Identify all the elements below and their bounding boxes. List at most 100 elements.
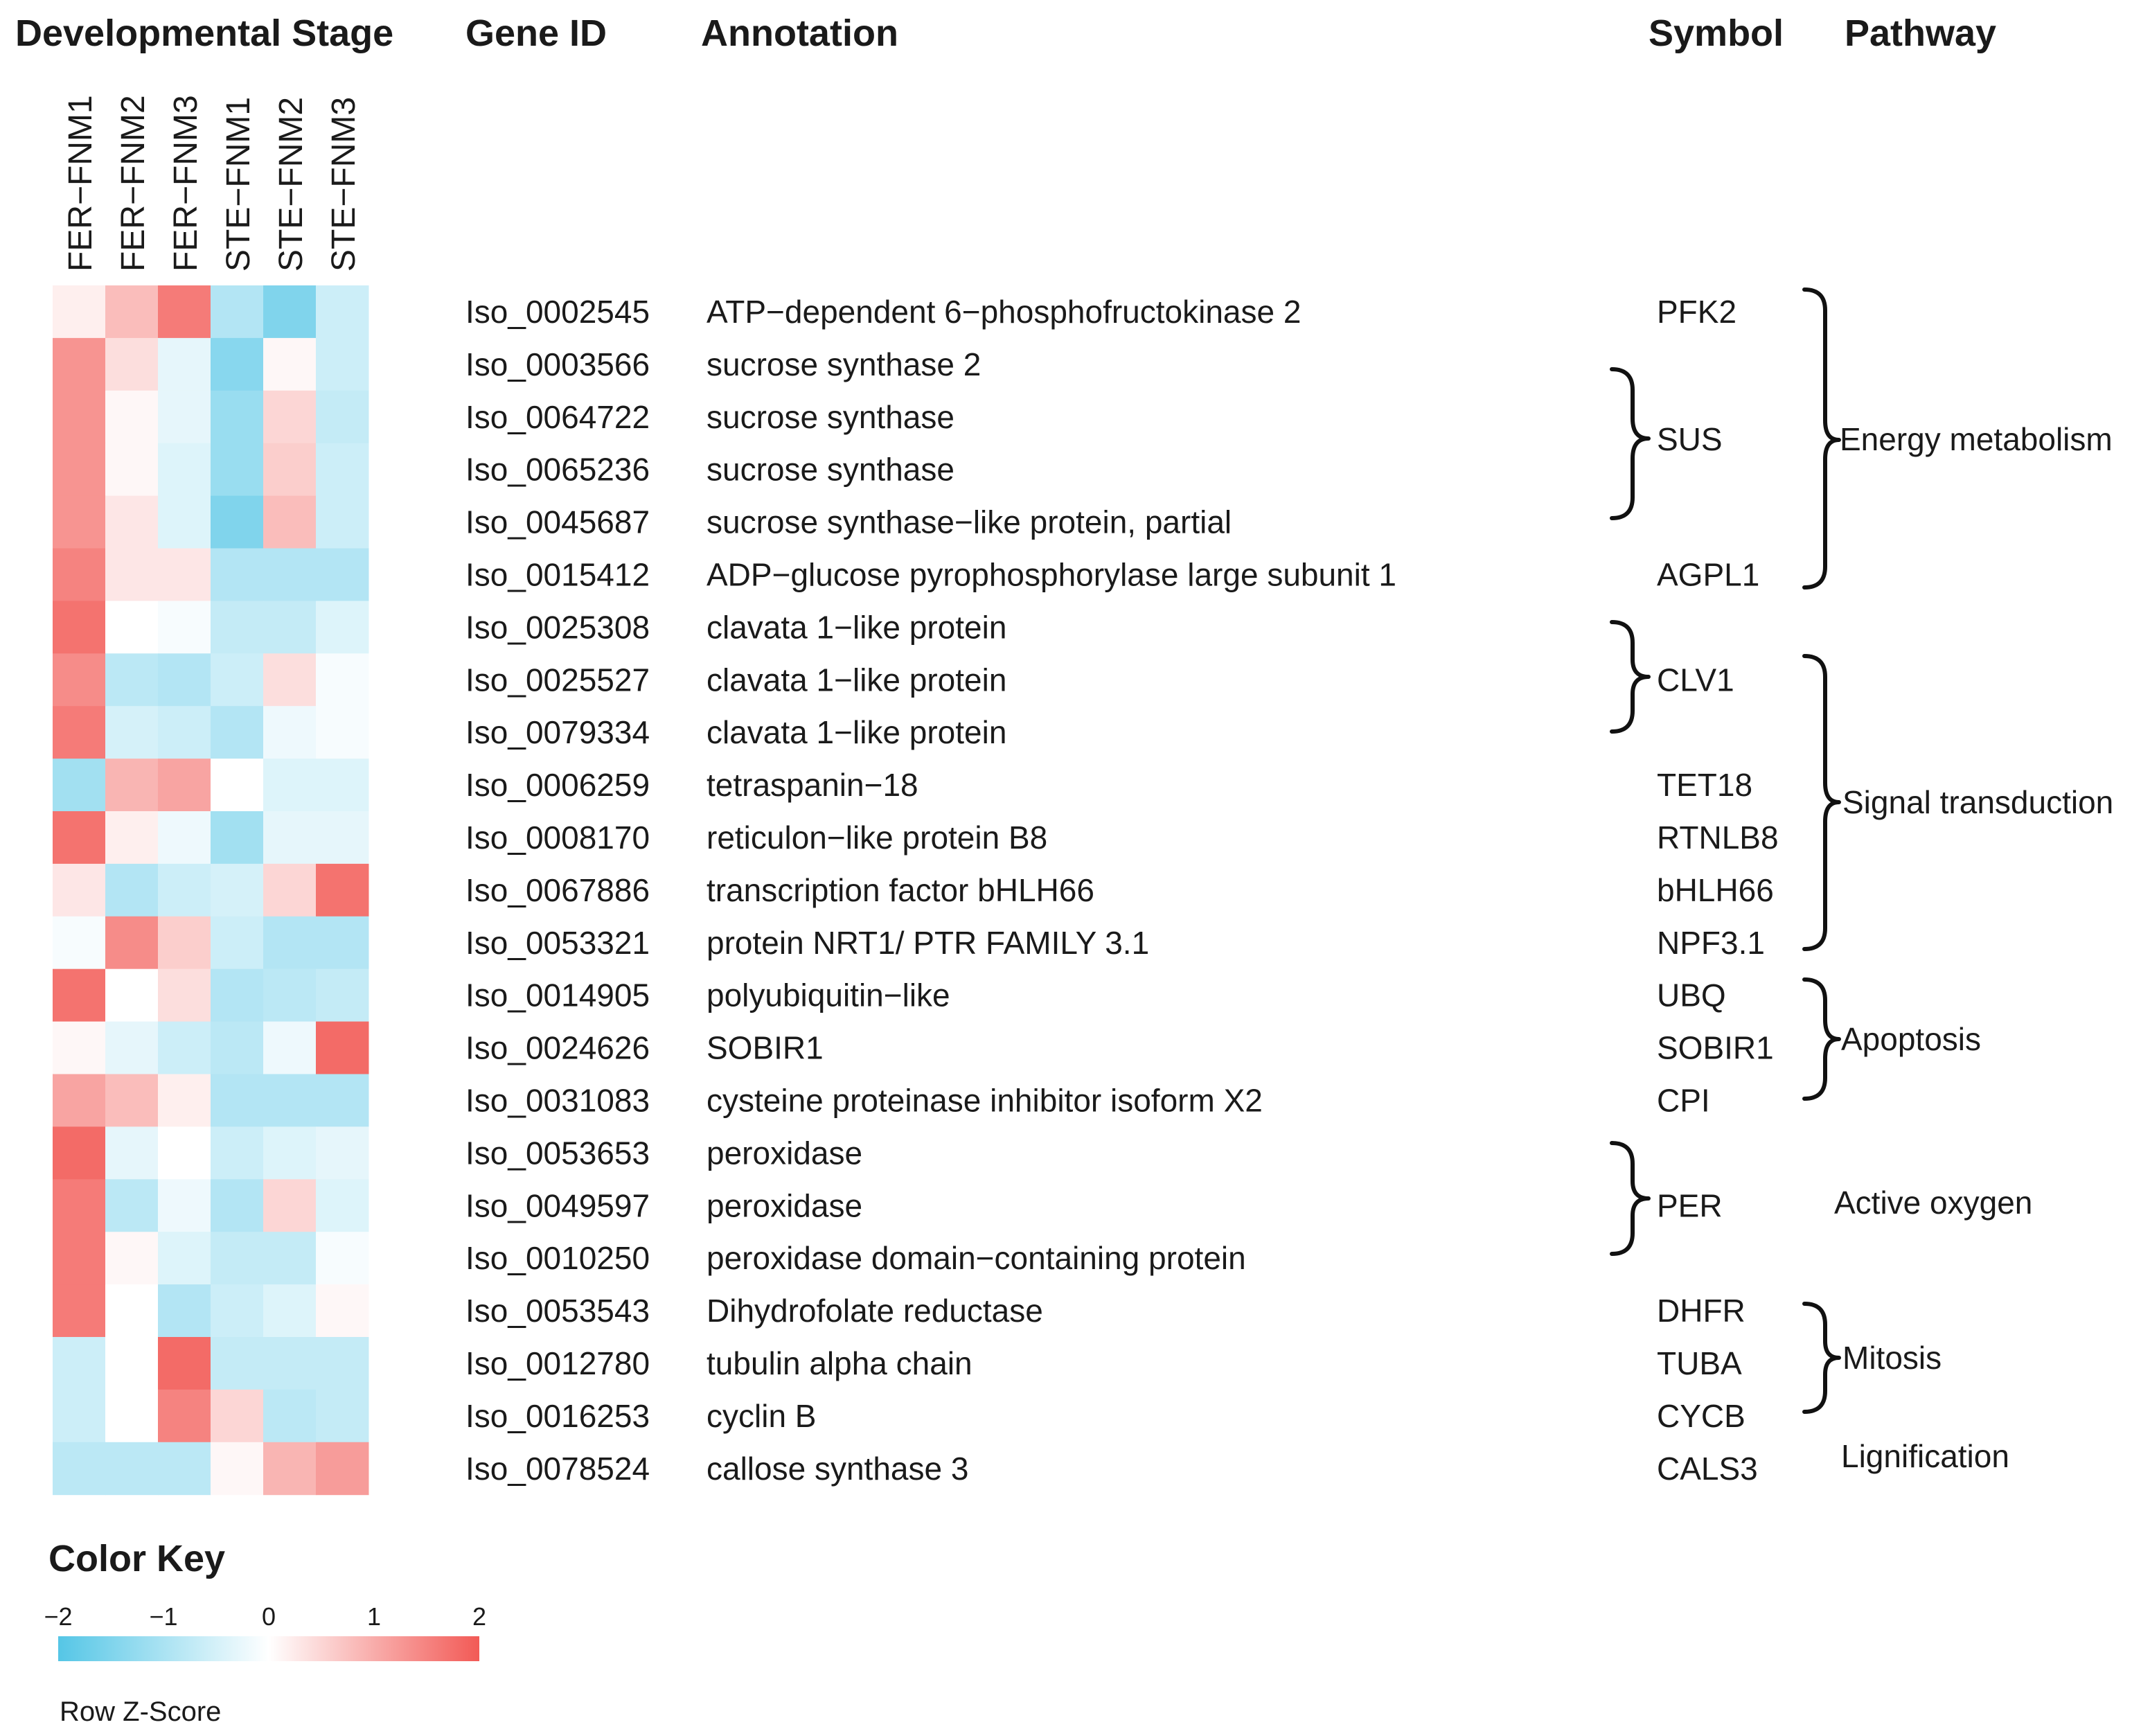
- heatmap-cells: [53, 285, 369, 1496]
- heatmap-cell: [53, 1021, 106, 1074]
- gene-annotation: peroxidase domain−containing protein: [707, 1240, 1246, 1276]
- heatmap-cell: [263, 495, 317, 549]
- color-key-tick: 1: [367, 1602, 381, 1631]
- heatmap-cell: [53, 1074, 106, 1127]
- heatmap-cell: [211, 759, 264, 812]
- color-key-title: Color Key: [48, 1538, 225, 1579]
- heatmap-cell: [263, 390, 317, 444]
- heatmap-cell: [263, 1232, 317, 1285]
- gene-symbol: TUBA: [1657, 1345, 1742, 1381]
- gene-annotation: clavata 1−like protein: [707, 609, 1006, 645]
- gene-id: Iso_0002545: [465, 294, 650, 330]
- gene-symbol: CYCB: [1657, 1398, 1745, 1434]
- heatmap-cell: [158, 1179, 211, 1232]
- heatmap-cell: [263, 968, 317, 1022]
- heatmap-cell: [53, 1179, 106, 1232]
- heatmap-cell: [53, 968, 106, 1022]
- heatmap-cell: [105, 706, 159, 759]
- heatmap-cell: [158, 443, 211, 497]
- heatmap-cell: [263, 548, 317, 601]
- heatmap-cell: [316, 1179, 369, 1232]
- heatmap-cell: [263, 1284, 317, 1338]
- heatmap-cell: [316, 863, 369, 917]
- heatmap-cell: [316, 916, 369, 970]
- heatmap-cell: [105, 1389, 159, 1443]
- heatmap-cell: [263, 1337, 317, 1390]
- heatmap-cell: [316, 1284, 369, 1338]
- heatmap-cell: [53, 1232, 106, 1285]
- heatmap-cell: [211, 706, 264, 759]
- gene-symbol: TET18: [1657, 767, 1752, 803]
- heatmap-cell: [53, 759, 106, 812]
- brace-apoptosis: [1802, 977, 1841, 1101]
- heatmap-cell: [158, 706, 211, 759]
- heatmap-cell: [53, 863, 106, 917]
- heatmap-cell: [53, 653, 106, 707]
- gene-id: Iso_0016253: [465, 1398, 650, 1434]
- gene-symbol: SOBIR1: [1657, 1030, 1774, 1066]
- gene-id: Iso_0006259: [465, 767, 650, 803]
- gene-id: Iso_0067886: [465, 872, 650, 908]
- heatmap-cell: [53, 548, 106, 601]
- heatmap-cell: [211, 1232, 264, 1285]
- gene-symbol: RTNLB8: [1657, 820, 1779, 856]
- heatmap-cell: [211, 811, 264, 865]
- heatmap-cell: [158, 968, 211, 1022]
- gene-symbol: CPI: [1657, 1082, 1710, 1118]
- heatmap-cell: [105, 1284, 159, 1338]
- gene-id: Iso_0045687: [465, 504, 650, 540]
- heatmap-cell: [158, 863, 211, 917]
- column-label: STE−FNM3: [326, 97, 362, 272]
- brace-energy-metabolism: [1802, 287, 1841, 590]
- heatmap-cell: [53, 1284, 106, 1338]
- heatmap-cell: [158, 811, 211, 865]
- gene-symbol: AGPL1: [1657, 556, 1759, 592]
- heatmap-cell: [316, 968, 369, 1022]
- heatmap-cell: [105, 337, 159, 391]
- heatmap-cell: [53, 1389, 106, 1443]
- color-key-tick: −1: [149, 1602, 177, 1631]
- heatmap-cell: [105, 390, 159, 444]
- gene-annotation: peroxidase: [707, 1187, 862, 1223]
- color-key-tick: 0: [262, 1602, 276, 1631]
- heatmap-cell: [105, 285, 159, 339]
- heatmap-cell: [105, 548, 159, 601]
- heatmap-cell: [316, 1389, 369, 1443]
- gene-id: Iso_0003566: [465, 346, 650, 382]
- heatmap-cell: [211, 968, 264, 1022]
- heatmap-cell: [158, 1284, 211, 1338]
- heatmap-cell: [211, 863, 264, 917]
- heatmap-cell: [211, 337, 264, 391]
- heatmap-cell: [316, 1021, 369, 1074]
- gene-annotation: sucrose synthase−like protein, partial: [707, 504, 1232, 540]
- heatmap-cell: [316, 759, 369, 812]
- heatmap-cell: [53, 495, 106, 549]
- heatmap-cell: [105, 653, 159, 707]
- heatmap-cell: [316, 337, 369, 391]
- heatmap-cell: [263, 811, 317, 865]
- heatmap-cell: [316, 443, 369, 497]
- heatmap-cell: [316, 1074, 369, 1127]
- heatmap-cell: [211, 1442, 264, 1496]
- heatmap-cell: [263, 706, 317, 759]
- heatmap-cell: [316, 811, 369, 865]
- header-symbol: Symbol: [1649, 12, 1784, 54]
- color-key-gradient: [58, 1636, 479, 1661]
- heatmap-cell: [53, 443, 106, 497]
- heatmap-cell: [53, 390, 106, 444]
- heatmap-cell: [158, 1126, 211, 1180]
- heatmap-cell: [263, 1179, 317, 1232]
- gene-id: Iso_0049597: [465, 1187, 650, 1223]
- column-label: STE−FNM2: [273, 97, 310, 272]
- column-label: STE−FNM1: [220, 97, 257, 272]
- heatmap-cell: [263, 1442, 317, 1496]
- column-label: FER−FNM3: [168, 95, 204, 272]
- gene-annotation: sucrose synthase: [707, 399, 954, 435]
- gene-symbol: PFK2: [1657, 294, 1736, 330]
- column-label: FER−FNM1: [62, 95, 99, 272]
- heatmap-cell: [211, 285, 264, 339]
- heatmap-cell: [53, 337, 106, 391]
- gene-symbol: bHLH66: [1657, 872, 1774, 908]
- heatmap-cell: [211, 1021, 264, 1074]
- gene-id: Iso_0025527: [465, 662, 650, 698]
